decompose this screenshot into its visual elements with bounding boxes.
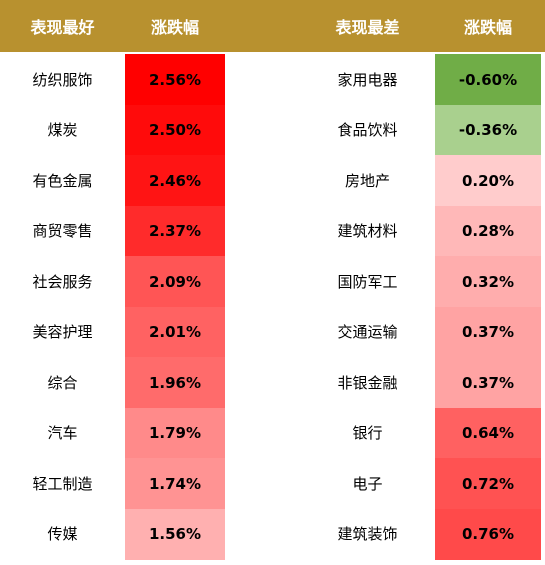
change-cell: 0.76% <box>435 508 541 560</box>
change-cell: 1.79% <box>125 407 225 459</box>
change-cell: 0.37% <box>435 357 541 408</box>
header-cell: 涨跌幅 <box>463 18 512 37</box>
change-cell: 2.50% <box>125 104 225 156</box>
industry-name: 银行 <box>352 424 383 443</box>
header-cell: 涨跌幅 <box>150 18 199 37</box>
change-cell: 0.64% <box>435 407 541 459</box>
industry-name: 非银金融 <box>337 373 398 392</box>
change-cell: 0.20% <box>435 155 541 206</box>
change-cell: 1.74% <box>125 458 225 509</box>
industry-name: 有色金属 <box>32 171 93 190</box>
industry-name: 轻工制造 <box>32 474 93 493</box>
header-bar <box>0 0 545 52</box>
change-cell: 2.46% <box>125 155 225 206</box>
industry-name: 煤炭 <box>47 121 78 140</box>
industry-name: 房地产 <box>344 171 390 190</box>
change-cell: 0.28% <box>435 205 541 257</box>
industry-name: 食品饮料 <box>337 121 398 140</box>
change-cell: 2.37% <box>125 205 225 257</box>
change-cell: 0.72% <box>435 458 541 509</box>
industry-name: 电子 <box>352 474 383 493</box>
industry-name: 商贸零售 <box>32 222 93 241</box>
industry-name: 建筑材料 <box>337 222 398 241</box>
change-cell: 1.96% <box>125 357 225 408</box>
industry-name: 综合 <box>47 373 78 392</box>
industry-name: 汽车 <box>47 424 78 443</box>
change-cell: 2.01% <box>125 306 225 358</box>
change-cell: 2.56% <box>125 54 225 105</box>
header-cell: 表现最差 <box>335 18 400 37</box>
industry-name: 交通运输 <box>337 323 398 342</box>
change-cell: -0.36% <box>435 104 541 156</box>
industry-name: 建筑装饰 <box>337 525 398 544</box>
industry-name: 家用电器 <box>337 70 398 89</box>
header-cell: 表现最好 <box>30 18 95 37</box>
industry-name: 美容护理 <box>32 323 93 342</box>
industry-name: 传媒 <box>47 525 78 544</box>
change-cell: 0.37% <box>435 306 541 358</box>
industry-name: 国防军工 <box>337 272 398 291</box>
industry-name: 纺织服饰 <box>32 70 93 89</box>
industry-name: 社会服务 <box>32 272 93 291</box>
change-cell: 1.56% <box>125 508 225 560</box>
change-cell: -0.60% <box>435 54 541 105</box>
change-cell: 2.09% <box>125 256 225 307</box>
change-cell: 0.32% <box>435 256 541 307</box>
